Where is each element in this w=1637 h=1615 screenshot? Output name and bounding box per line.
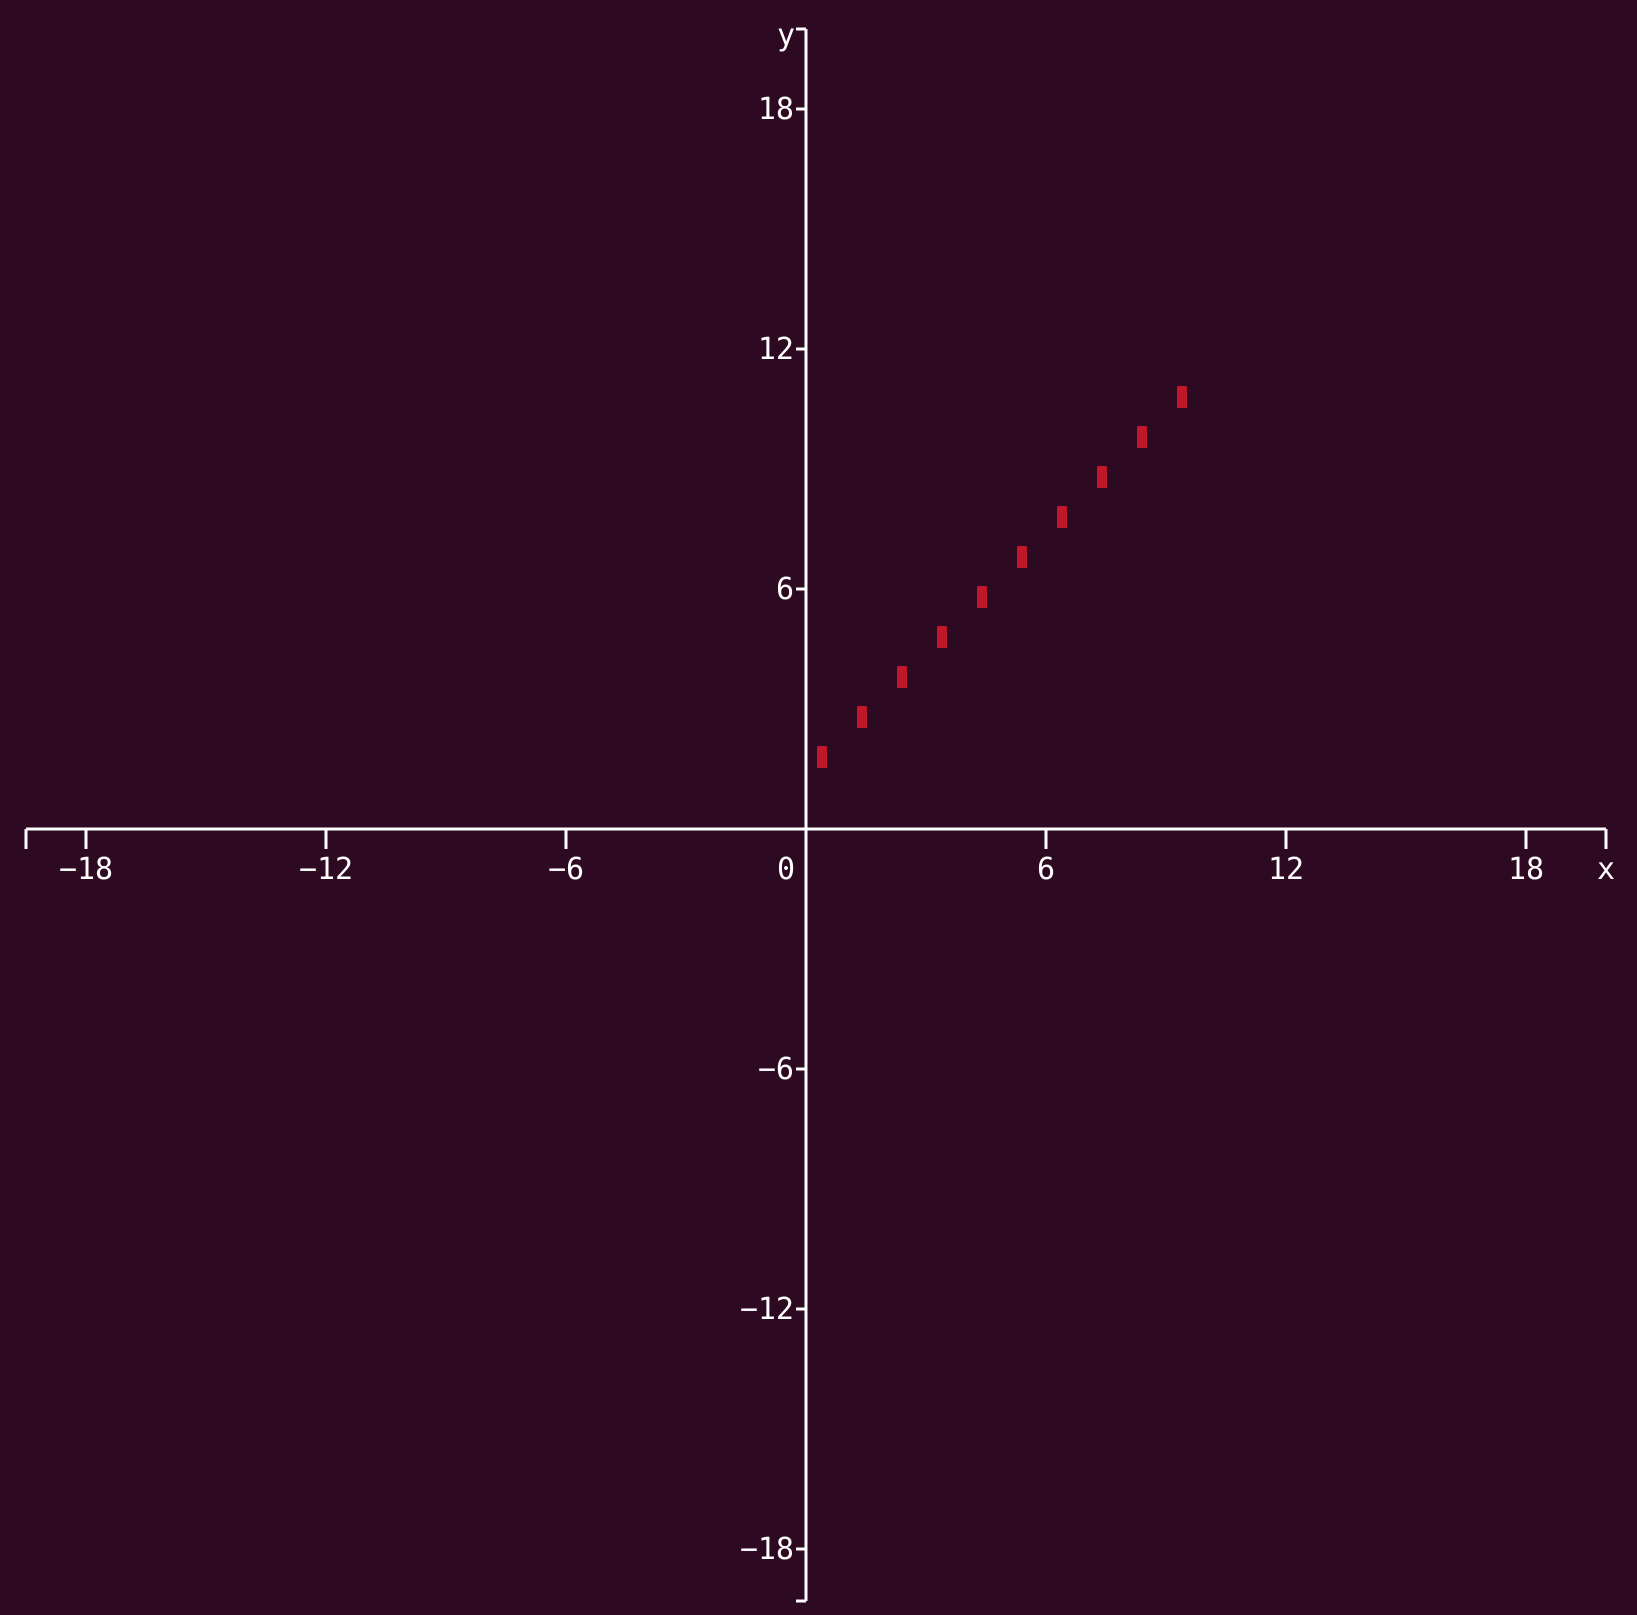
y-tick-label: 6 (776, 572, 794, 607)
x-tick-label: 6 (1037, 852, 1055, 887)
x-tick-label: −12 (299, 852, 353, 887)
x-axis-ticks: −18 −12 −6 0 6 12 18 (59, 829, 1544, 887)
data-point (1057, 506, 1067, 528)
data-point (1017, 546, 1027, 568)
data-point (817, 746, 827, 768)
data-point (857, 706, 867, 728)
y-axis-end-caps (796, 27, 806, 1603)
x-tick-label: 0 (777, 852, 795, 887)
data-point (1137, 426, 1147, 448)
data-point (897, 666, 907, 688)
x-axis-end-caps (24, 829, 1608, 849)
data-point (937, 626, 947, 648)
y-tick-label: −18 (740, 1532, 794, 1567)
x-axis-label: x (1597, 852, 1615, 887)
y-axis-label: y (777, 18, 795, 53)
data-point (1177, 386, 1187, 408)
data-point (1097, 466, 1107, 488)
y-tick-label: −12 (740, 1292, 794, 1327)
x-tick-label: −18 (59, 852, 113, 887)
y-tick-label: 12 (758, 332, 794, 367)
x-tick-label: 12 (1268, 852, 1304, 887)
y-axis-ticks: 18 12 6 −6 −12 −18 (740, 92, 806, 1567)
y-tick-label: −6 (758, 1052, 794, 1087)
x-tick-label: −6 (548, 852, 584, 887)
data-points (817, 386, 1187, 768)
y-tick-label: 18 (758, 92, 794, 127)
x-tick-label: 18 (1508, 852, 1544, 887)
data-point (977, 586, 987, 608)
